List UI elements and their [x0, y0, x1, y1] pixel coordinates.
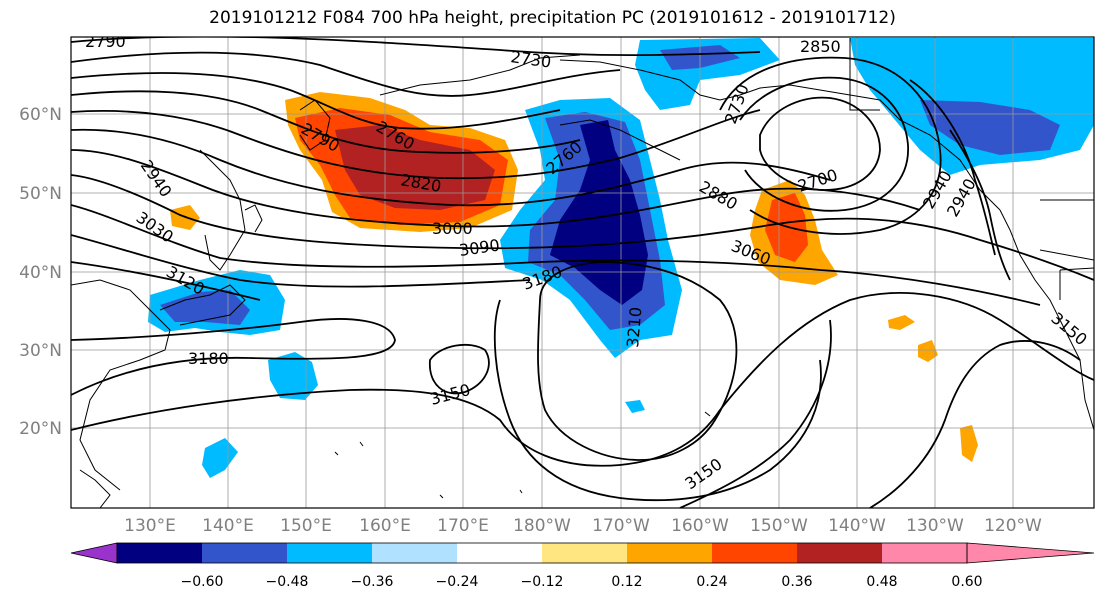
lon-label-130e: 130°E [124, 516, 176, 536]
colorbar-bin-7 [627, 543, 712, 563]
precip-positive [170, 92, 978, 462]
precip-anomaly-east-3 [960, 425, 978, 462]
lat-label-20n: 20°N [19, 419, 62, 439]
precip-anomaly-philippine-sea [268, 352, 318, 400]
contour-label-2850: 2850 [800, 37, 841, 56]
colorbar-tick-5: −0.12 [521, 574, 564, 590]
colorbar-tick-10: 0.60 [951, 574, 982, 590]
lon-label-150w: 150°W [750, 516, 808, 536]
precip-anomaly-central-pacific-strong [550, 120, 648, 305]
lon-label-180w: 180°W [513, 516, 571, 536]
precip-anomaly-gulf-mid [765, 193, 808, 262]
lon-label-130w: 130°W [906, 516, 964, 536]
colorbar-tick-1: −0.60 [181, 574, 224, 590]
lon-label-170w: 170°W [592, 516, 650, 536]
colorbar-bin-6 [542, 543, 627, 563]
lat-label-40n: 40°N [19, 263, 62, 283]
lat-label-60n: 60°N [19, 105, 62, 125]
contour-label-3180-west: 3180 [188, 349, 229, 368]
precip-negative [148, 38, 1094, 478]
contour-label-3210: 3210 [623, 306, 645, 348]
contour-label-2790-nw: 2790 [85, 32, 126, 51]
colorbar-bin-3 [287, 543, 372, 563]
colorbar-tick-9: 0.48 [866, 574, 897, 590]
lon-label-150e: 150°E [280, 516, 332, 536]
precip-anomaly-east-1 [888, 315, 915, 330]
colorbar-bin-5 [457, 543, 542, 563]
precip-anomaly-japan-south-mid [160, 290, 250, 325]
precip-anomaly-south-small [625, 400, 645, 413]
lat-label-30n: 30°N [19, 341, 62, 361]
longitude-labels: 130°E 140°E 150°E 160°E 170°E 180°W 170°… [124, 516, 1042, 536]
colorbar-tick-6: 0.12 [611, 574, 642, 590]
latitude-labels: 20°N 30°N 40°N 50°N 60°N [19, 105, 62, 439]
graticule [71, 37, 1094, 508]
precip-anomaly-kamchatka-strong [335, 125, 495, 210]
lon-label-140e: 140°E [202, 516, 254, 536]
colorbar-frame [116, 542, 968, 564]
colorbar-extend-low [70, 542, 118, 564]
lon-label-170e: 170°E [437, 516, 489, 536]
map-title: 2019101212 F084 700 hPa height, precipit… [209, 8, 896, 28]
colorbar-bin-2 [202, 543, 287, 563]
colorbar-bin-9 [797, 543, 882, 563]
height-contours [71, 37, 1094, 508]
colorbar-bin-1 [117, 543, 202, 563]
lat-label-50n: 50°N [19, 184, 62, 204]
colorbar-tick-2: −0.48 [266, 574, 309, 590]
precip-anomaly-east-2 [918, 340, 938, 362]
precip-anomaly-west-small [202, 438, 238, 478]
colorbar-tick-3: −0.36 [351, 574, 394, 590]
colorbar-tick-4: −0.24 [436, 574, 479, 590]
colorbar-bin-4 [372, 543, 457, 563]
lon-label-160e: 160°E [359, 516, 411, 536]
contour-label-3000: 3000 [432, 219, 473, 238]
map-frame [70, 36, 1095, 509]
colorbar-extend-high [966, 542, 1095, 564]
lon-label-160w: 160°W [671, 516, 729, 536]
lon-label-120w: 120°W [984, 516, 1042, 536]
colorbar-tick-8: 0.36 [781, 574, 812, 590]
lon-label-140w: 140°W [828, 516, 886, 536]
colorbar-tick-7: 0.24 [696, 574, 727, 590]
colorbar-bin-10 [882, 543, 967, 563]
colorbar: −0.60 −0.48 −0.36 −0.24 −0.12 0.12 0.24 … [70, 542, 1095, 590]
colorbar-bin-8 [712, 543, 797, 563]
